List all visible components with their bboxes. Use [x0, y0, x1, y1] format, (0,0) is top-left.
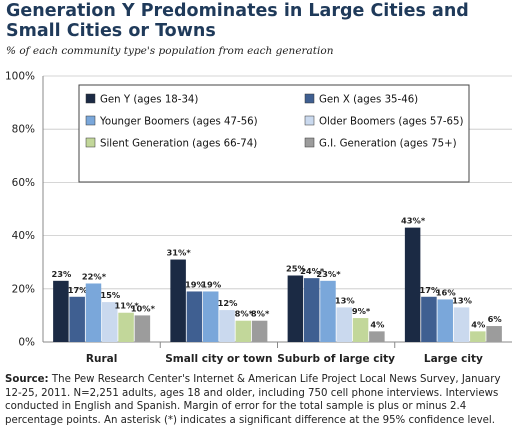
bar	[352, 318, 369, 342]
bar-value-label: 11%*	[114, 301, 139, 311]
bar	[369, 331, 385, 342]
bar	[85, 283, 102, 342]
bar	[186, 291, 203, 342]
bar	[53, 280, 69, 342]
bar	[170, 259, 186, 342]
bar	[102, 302, 118, 342]
bar	[336, 307, 353, 342]
y-tick-label: 0%	[18, 337, 35, 349]
bar-value-label: 6%	[488, 314, 503, 324]
x-tick-label: Large city	[424, 353, 483, 365]
bar-value-label: 24%*	[300, 266, 325, 276]
bar-value-label: 31%*	[167, 248, 192, 258]
bar-value-label: 8%*	[235, 309, 254, 319]
bar-value-label: 25%	[286, 264, 307, 274]
bar-value-label: 13%	[452, 295, 473, 305]
legend-label: Younger Boomers (ages 47-56)	[99, 117, 258, 128]
bar	[453, 307, 470, 342]
bar	[320, 280, 336, 342]
bar-value-label: 17%	[68, 285, 89, 295]
legend-swatch	[304, 115, 315, 126]
bar-value-label: 19%	[201, 279, 222, 289]
bar	[219, 310, 235, 342]
bar	[235, 320, 252, 342]
bar	[486, 326, 502, 342]
bar-value-label: 23%	[51, 269, 72, 279]
bar-value-label: 23%*	[316, 269, 341, 279]
y-tick-label: 20%	[12, 283, 35, 295]
bar-value-label: 10%*	[131, 303, 156, 313]
bar	[421, 296, 437, 342]
bar-value-label: 4%	[370, 319, 385, 329]
bar	[251, 320, 268, 342]
bar	[69, 296, 85, 342]
legend-label: Older Boomers (ages 57-65)	[319, 117, 463, 128]
source-label: Source:	[5, 374, 49, 385]
bar-value-label: 43%*	[401, 216, 426, 226]
legend-box	[78, 84, 470, 183]
bar	[134, 315, 151, 342]
bar-value-label: 16%	[436, 287, 457, 297]
y-tick-label: 60%	[12, 177, 35, 189]
y-tick-label: 100%	[5, 71, 35, 83]
bar-value-label: 12%	[218, 298, 239, 308]
bar-value-label: 17%	[419, 285, 440, 295]
bar-value-label: 22%*	[82, 271, 107, 281]
chart-title: Generation Y Predominates in Large Citie…	[6, 1, 469, 41]
bar	[437, 299, 453, 342]
legend-swatch	[85, 93, 96, 104]
source-note: Source: The Pew Research Center's Intern…	[5, 373, 519, 427]
x-tick-label: Suburb of large city	[277, 353, 395, 365]
legend-swatch	[85, 115, 96, 126]
bar	[202, 291, 219, 342]
legend-label: Silent Generation (ages 66-74)	[100, 139, 257, 150]
bar-value-label: 13%	[335, 295, 356, 305]
bar	[470, 331, 486, 342]
y-tick-label: 40%	[12, 230, 35, 242]
bar-value-label: 4%	[471, 319, 486, 329]
bar-value-label: 8%*	[251, 309, 270, 319]
legend-swatch	[304, 93, 315, 104]
source-text: The Pew Research Center's Internet & Ame…	[5, 374, 501, 426]
bar-value-label: 15%	[100, 290, 121, 300]
x-tick-label: Rural	[86, 353, 117, 365]
bar-value-label: 19%	[185, 279, 206, 289]
legend-label: Gen X (ages 35-46)	[319, 95, 418, 106]
bar	[118, 312, 134, 342]
bar-value-label: 9%*	[352, 306, 371, 316]
y-tick-label: 80%	[12, 124, 35, 136]
legend-label: Gen Y (ages 18-34)	[100, 95, 198, 106]
legend-swatch	[304, 137, 315, 148]
bar	[404, 227, 421, 342]
x-tick-label: Small city or town	[165, 353, 272, 365]
bar	[287, 275, 304, 342]
bar	[303, 278, 320, 342]
bar-chart: 0% 20% 40% 60% 80% 100% 23% 17% 22%* 15%11%*10%* R…	[5, 71, 512, 365]
chart-subtitle: % of each community type's population fr…	[6, 45, 334, 57]
legend-label: G.I. Generation (ages 75+)	[319, 139, 457, 150]
legend-swatch	[85, 137, 96, 148]
